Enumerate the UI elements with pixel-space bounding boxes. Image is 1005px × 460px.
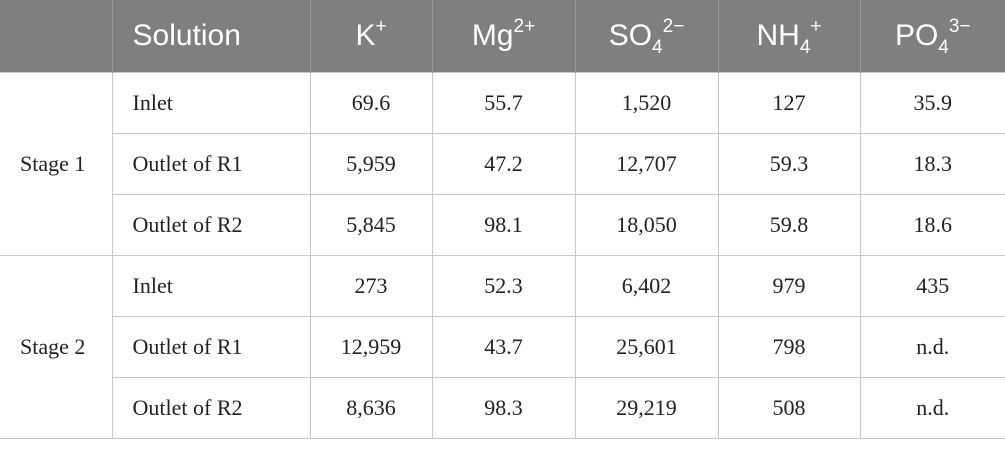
value-cell: 98.1 [431,194,576,256]
header-superscript: 2+ [513,16,536,37]
value-cell: 127 [717,72,861,134]
solution-cell: Inlet [111,255,311,317]
header-subscript: 4 [938,37,949,58]
value-cell: 273 [309,255,433,317]
solution-cell: Outlet of R2 [111,377,311,439]
value-cell: 98.3 [431,377,576,439]
value-cell: 18.6 [859,194,1005,256]
header-cell: Solution [111,0,310,73]
value-cell: 18,050 [574,194,719,256]
header-superscript: + [810,16,822,37]
value-cell: 47.2 [431,133,576,195]
value-cell: 5,845 [309,194,433,256]
table-row: Outlet of R2 8,636 98.3 29,219 508 n.d. [0,377,1005,439]
header-cell: SO42− [574,0,718,73]
value-cell: 12,959 [309,316,433,378]
value-cell: 59.3 [717,133,861,195]
header-text: PO [894,19,939,52]
header-cell: K+ [309,0,432,73]
solution-cell: Outlet of R2 [111,194,311,256]
table-body: Stage 1 Inlet 69.6 55.7 1,520 127 35.9 Outlet o… [0,72,1005,439]
header-text: Solution [132,19,241,52]
stage-cell: Stage 2 [0,255,113,439]
value-cell: n.d. [859,377,1005,439]
header-text: Mg [471,19,514,52]
value-cell: 798 [717,316,861,378]
header-text: NH [756,19,800,52]
value-cell: 52.3 [431,255,576,317]
value-cell: 35.9 [859,72,1005,134]
header-row: Solution K+ Mg2+ SO42− NH4+ PO43− [0,0,1005,73]
header-superscript: 3− [948,16,971,37]
data-table: Solution K+ Mg2+ SO42− NH4+ PO43− Stage 1 Inle… [0,0,1005,439]
table-row: Stage 2 Inlet 273 52.3 6,402 979 435 [0,255,1005,439]
header-text: SO [608,19,653,52]
value-cell: 69.6 [309,72,433,134]
value-cell: 43.7 [431,316,576,378]
header-subscript: 4 [799,37,811,58]
value-cell: 59.8 [717,194,861,256]
value-cell: 1,520 [574,72,719,134]
solution-cell: Inlet [111,72,311,134]
value-cell: 29,219 [574,377,719,439]
stage-cell: Stage 1 [0,72,113,256]
value-cell: 18.3 [859,133,1005,195]
table-row: Outlet of R1 12,959 43.7 25,601 798 n.d. [0,316,1005,378]
table-row: Stage 1 Inlet 69.6 55.7 1,520 127 35.9 [0,72,1005,256]
header-text: K [355,19,376,52]
value-cell: 979 [717,255,861,317]
table-header: Solution K+ Mg2+ SO42− NH4+ PO43− [0,0,1005,73]
header-cell: Mg2+ [431,0,575,73]
value-cell: 8,636 [309,377,433,439]
value-cell: 5,959 [309,133,433,195]
header-cell: PO43− [859,0,1005,73]
header-superscript: + [375,16,387,37]
solution-cell: Outlet of R1 [111,133,311,195]
value-cell: 55.7 [431,72,576,134]
header-subscript: 4 [652,37,663,58]
value-cell: 25,601 [574,316,719,378]
value-cell: 508 [717,377,861,439]
header-cell: NH4+ [717,0,860,73]
header-superscript: 2− [662,16,685,37]
table-row: Outlet of R2 5,845 98.1 18,050 59.8 18.6 [0,194,1005,256]
table-row: Outlet of R1 5,959 47.2 12,707 59.3 18.3 [0,133,1005,195]
value-cell: 12,707 [574,133,719,195]
solution-cell: Outlet of R1 [111,316,311,378]
header-cell [0,0,112,73]
value-cell: n.d. [859,316,1005,378]
value-cell: 6,402 [574,255,719,317]
value-cell: 435 [859,255,1005,317]
